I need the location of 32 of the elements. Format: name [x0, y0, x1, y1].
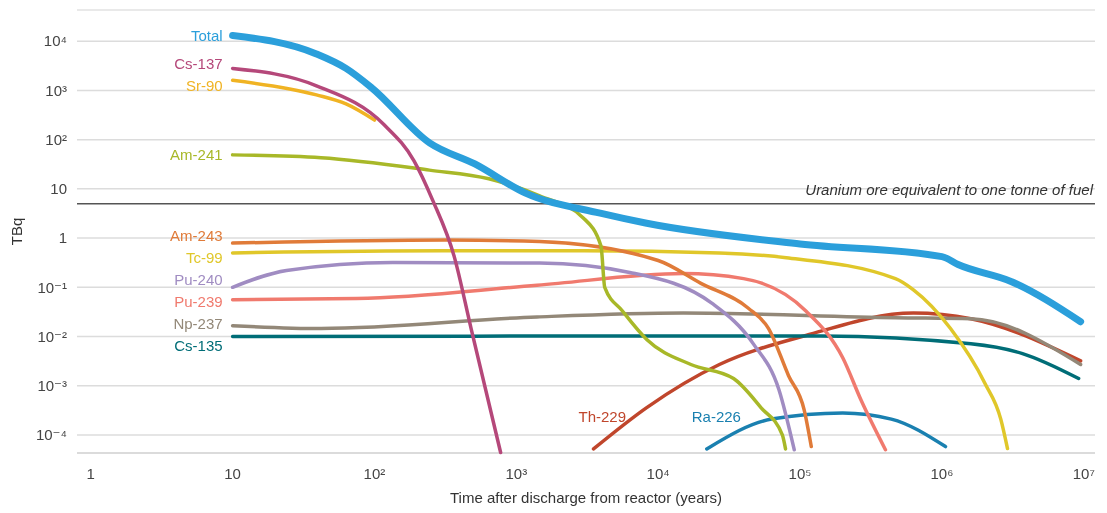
x-tick-label: 10⁷ — [1072, 465, 1095, 482]
x-tick-label: 10³ — [505, 465, 528, 482]
y-tick-label: 10² — [45, 130, 67, 148]
x-tick-label: 10² — [363, 465, 386, 482]
y-tick-label: 10⁻⁴ — [35, 426, 67, 444]
y-tick-label: 10 — [50, 180, 67, 198]
series-label: Sr-90 — [185, 76, 223, 94]
series-label: Pu-240 — [174, 271, 223, 289]
series-label: Ra-226 — [691, 408, 741, 426]
x-tick-label: 10⁵ — [788, 465, 812, 482]
series-label: Am-241 — [170, 146, 223, 164]
series-label: Cs-137 — [174, 54, 223, 72]
y-tick-label: 10⁻¹ — [37, 278, 67, 296]
series-label: Th-229 — [578, 408, 627, 426]
y-tick-label: 10⁻² — [37, 327, 67, 345]
ref-line-label: Uranium ore equivalent to one tonne of fuel — [805, 180, 1094, 198]
series-label: Pu-239 — [174, 293, 223, 311]
y-tick-label: 10⁴ — [43, 32, 67, 50]
y-tick-label: 10⁻³ — [37, 376, 67, 394]
x-axis-title: Time after discharge from reactor (years) — [449, 489, 723, 506]
x-tick-label: 10 — [224, 465, 241, 482]
x-tick-label: 10⁶ — [930, 465, 954, 482]
series-label: Am-243 — [170, 227, 223, 245]
x-tick-label: 1 — [86, 465, 95, 482]
x-tick-label: 10⁴ — [646, 465, 670, 482]
series-label: Cs-135 — [174, 337, 223, 355]
y-tick-label: 1 — [58, 229, 67, 247]
y-axis-title: TBq — [8, 217, 25, 246]
series-label: Total — [190, 26, 223, 44]
y-tick-label: 10³ — [45, 81, 67, 99]
series-label: Tc-99 — [185, 249, 223, 267]
series-label: Np-237 — [173, 315, 223, 333]
